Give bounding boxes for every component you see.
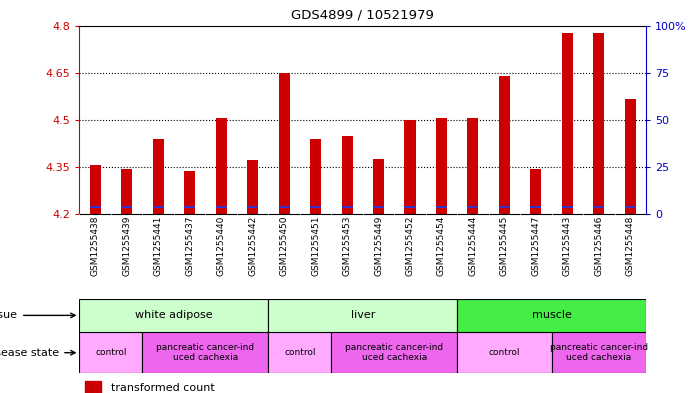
- Bar: [85, 380, 101, 393]
- Bar: [594, 206, 605, 208]
- Bar: [268, 299, 457, 332]
- Bar: [278, 206, 290, 208]
- Bar: [457, 332, 551, 373]
- Bar: [184, 206, 195, 208]
- Title: GDS4899 / 10521979: GDS4899 / 10521979: [292, 9, 434, 22]
- Bar: [216, 118, 227, 214]
- Bar: [184, 171, 195, 214]
- Bar: [562, 33, 573, 214]
- Text: transformed count: transformed count: [111, 383, 214, 393]
- Bar: [79, 332, 142, 373]
- Bar: [153, 206, 164, 208]
- Text: control: control: [489, 348, 520, 357]
- Bar: [436, 118, 447, 214]
- Bar: [341, 206, 352, 208]
- Bar: [121, 169, 132, 214]
- Bar: [331, 332, 457, 373]
- Bar: [341, 136, 352, 214]
- Bar: [90, 165, 101, 214]
- Text: pancreatic cancer-ind
uced cachexia: pancreatic cancer-ind uced cachexia: [156, 343, 254, 362]
- Text: pancreatic cancer-ind
uced cachexia: pancreatic cancer-ind uced cachexia: [550, 343, 648, 362]
- Bar: [310, 139, 321, 214]
- Bar: [531, 169, 542, 214]
- Bar: [373, 206, 384, 208]
- Bar: [121, 206, 132, 208]
- Bar: [562, 206, 573, 208]
- Bar: [499, 206, 510, 208]
- Bar: [247, 206, 258, 208]
- Bar: [436, 206, 447, 208]
- Bar: [268, 332, 331, 373]
- Bar: [373, 159, 384, 214]
- Text: control: control: [95, 348, 126, 357]
- Bar: [247, 160, 258, 214]
- Bar: [531, 206, 542, 208]
- Bar: [551, 332, 646, 373]
- Bar: [499, 77, 510, 214]
- Bar: [594, 33, 605, 214]
- Bar: [625, 206, 636, 208]
- Bar: [90, 206, 101, 208]
- Bar: [142, 332, 268, 373]
- Bar: [467, 118, 478, 214]
- Text: muscle: muscle: [531, 310, 571, 320]
- Text: control: control: [284, 348, 316, 357]
- Bar: [153, 139, 164, 214]
- Bar: [79, 299, 268, 332]
- Bar: [457, 299, 646, 332]
- Text: liver: liver: [350, 310, 375, 320]
- Text: white adipose: white adipose: [135, 310, 213, 320]
- Bar: [467, 206, 478, 208]
- Bar: [404, 206, 415, 208]
- Text: disease state: disease state: [0, 348, 75, 358]
- Bar: [310, 206, 321, 208]
- Bar: [216, 206, 227, 208]
- Bar: [404, 120, 415, 214]
- Bar: [278, 73, 290, 214]
- Bar: [625, 99, 636, 214]
- Text: tissue: tissue: [0, 310, 75, 320]
- Text: pancreatic cancer-ind
uced cachexia: pancreatic cancer-ind uced cachexia: [346, 343, 444, 362]
